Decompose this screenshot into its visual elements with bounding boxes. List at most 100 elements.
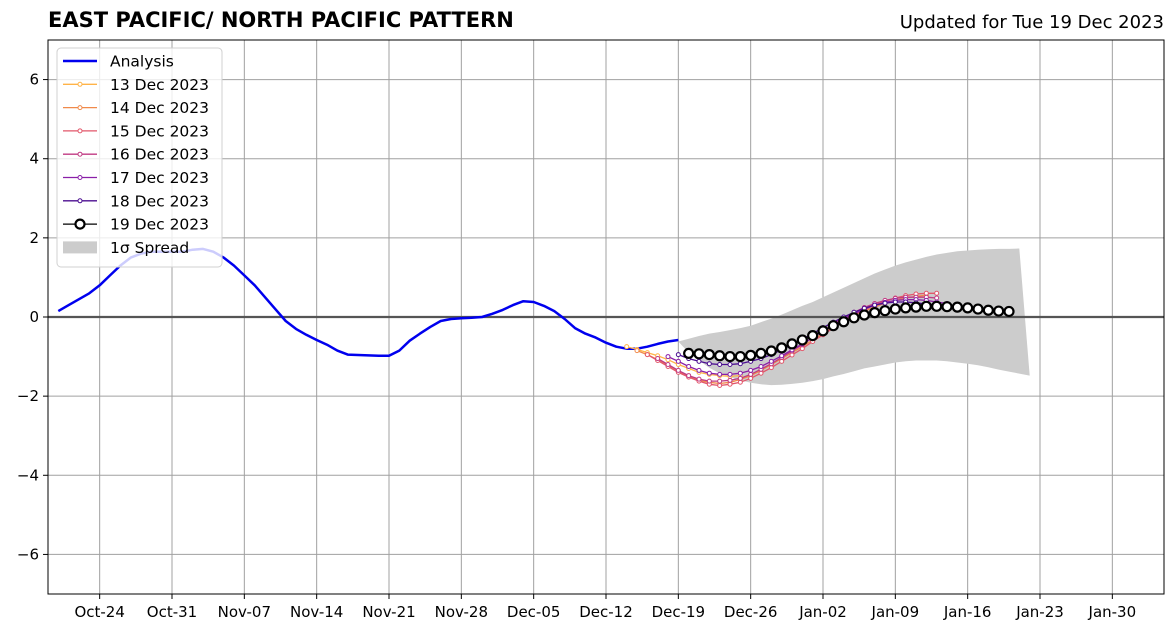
x-tick-label: Dec-19 bbox=[652, 603, 706, 621]
legend-swatch-marker bbox=[77, 198, 83, 204]
legend-swatch-marker bbox=[77, 81, 83, 87]
forecast-point bbox=[872, 302, 878, 308]
current-forecast-point bbox=[889, 303, 901, 315]
legend-label: 18 Dec 2023 bbox=[110, 192, 209, 210]
current-forecast-point bbox=[776, 342, 788, 354]
forecast-point bbox=[789, 352, 795, 358]
current-forecast-point bbox=[972, 303, 984, 315]
current-forecast-point bbox=[982, 304, 994, 316]
forecast-point bbox=[737, 370, 743, 376]
x-tick-label: Jan-23 bbox=[1015, 603, 1064, 621]
forecast-point bbox=[624, 344, 630, 350]
forecast-point bbox=[748, 367, 754, 373]
forecast-point bbox=[758, 363, 764, 369]
forecast-point bbox=[717, 361, 723, 367]
forecast-point bbox=[644, 352, 650, 358]
current-forecast-point bbox=[817, 325, 829, 337]
forecast-point bbox=[706, 370, 712, 376]
forecast-point bbox=[727, 377, 733, 383]
forecast-point bbox=[675, 367, 681, 373]
chart-subtitle: Updated for Tue 19 Dec 2023 bbox=[899, 12, 1164, 33]
forecast-point bbox=[686, 373, 692, 379]
current-forecast-point bbox=[745, 349, 757, 361]
forecast-point bbox=[934, 290, 940, 296]
current-forecast-point bbox=[920, 300, 932, 312]
legend-label: 1σ Spread bbox=[110, 239, 189, 257]
current-forecast-point bbox=[734, 350, 746, 363]
legend-label: 15 Dec 2023 bbox=[110, 122, 209, 140]
x-tick-label: Nov-07 bbox=[218, 603, 271, 621]
legend-box bbox=[56, 47, 223, 268]
forecast-point bbox=[727, 371, 733, 377]
current-forecast-point bbox=[962, 302, 974, 314]
forecast-point bbox=[882, 300, 888, 306]
forecast-point bbox=[696, 376, 702, 382]
current-forecast-point bbox=[796, 334, 808, 346]
current-forecast-point bbox=[910, 301, 922, 313]
forecast-point bbox=[758, 370, 764, 376]
forecast-point bbox=[727, 361, 733, 367]
current-forecast-point bbox=[693, 348, 705, 360]
legend-label: 13 Dec 2023 bbox=[110, 76, 209, 94]
forecast-line bbox=[657, 296, 937, 382]
legend: Analysis 13 Dec 2023 14 Dec 2023 15 Dec 202… bbox=[56, 47, 223, 268]
current-forecast-point bbox=[869, 307, 881, 319]
forecast-point bbox=[655, 356, 661, 362]
current-forecast-point bbox=[838, 316, 850, 328]
current-forecast-point bbox=[724, 350, 736, 363]
x-tick-label: Nov-14 bbox=[290, 603, 343, 621]
current-forecast-point bbox=[951, 301, 963, 313]
current-forecast-point bbox=[786, 338, 798, 350]
forecast-point bbox=[892, 299, 898, 305]
series-group-7 bbox=[683, 300, 1015, 363]
legend-label: 16 Dec 2023 bbox=[110, 146, 209, 164]
current-forecast-point bbox=[755, 347, 767, 360]
legend-label: 17 Dec 2023 bbox=[110, 169, 209, 187]
forecast-point bbox=[665, 361, 671, 367]
forecast-point bbox=[748, 375, 754, 381]
x-tick-label: Nov-28 bbox=[435, 603, 488, 621]
current-forecast-point bbox=[714, 350, 726, 362]
forecast-point bbox=[748, 371, 754, 377]
forecast-point bbox=[737, 379, 743, 385]
x-tick-label: Jan-09 bbox=[871, 603, 920, 621]
forecast-point bbox=[768, 365, 774, 371]
current-forecast-point bbox=[827, 320, 839, 332]
y-tick-label: −6 bbox=[17, 545, 39, 563]
forecast-point bbox=[727, 381, 733, 387]
current-forecast-point bbox=[703, 348, 715, 361]
forecast-point bbox=[799, 346, 805, 352]
current-forecast-point bbox=[765, 345, 777, 357]
forecast-point bbox=[717, 371, 723, 377]
forecast-point bbox=[717, 382, 723, 388]
forecast-point bbox=[665, 354, 671, 360]
legend-swatch-spread bbox=[63, 241, 97, 254]
forecast-point bbox=[634, 348, 640, 354]
y-tick-label: 2 bbox=[29, 229, 39, 247]
legend-swatch-marker bbox=[77, 105, 83, 111]
plot-frame bbox=[47, 39, 1165, 595]
current-forecast-point bbox=[900, 302, 912, 314]
legend-label: 19 Dec 2023 bbox=[110, 216, 209, 234]
forecast-point bbox=[717, 378, 723, 384]
current-forecast-point bbox=[848, 312, 860, 324]
y-tick-label: 6 bbox=[29, 71, 39, 89]
current-forecast-point bbox=[807, 329, 819, 342]
current-forecast-point bbox=[683, 347, 695, 360]
legend-swatch-marker bbox=[77, 151, 83, 157]
forecast-point bbox=[923, 290, 929, 296]
current-forecast-point bbox=[941, 301, 953, 313]
forecast-point bbox=[934, 295, 940, 301]
x-tick-label: Dec-05 bbox=[507, 603, 561, 621]
forecast-point bbox=[779, 358, 785, 364]
y-tick-label: 4 bbox=[29, 150, 39, 168]
chart-title: EAST PACIFIC/ NORTH PACIFIC PATTERN bbox=[48, 8, 514, 32]
legend-swatch-marker bbox=[77, 128, 83, 134]
x-tick-label: Jan-02 bbox=[798, 603, 847, 621]
forecast-point bbox=[737, 375, 743, 381]
forecast-point bbox=[737, 361, 743, 367]
x-tick-label: Dec-26 bbox=[724, 603, 778, 621]
y-tick-label: −2 bbox=[17, 387, 39, 405]
legend-swatch-marker bbox=[74, 218, 86, 230]
